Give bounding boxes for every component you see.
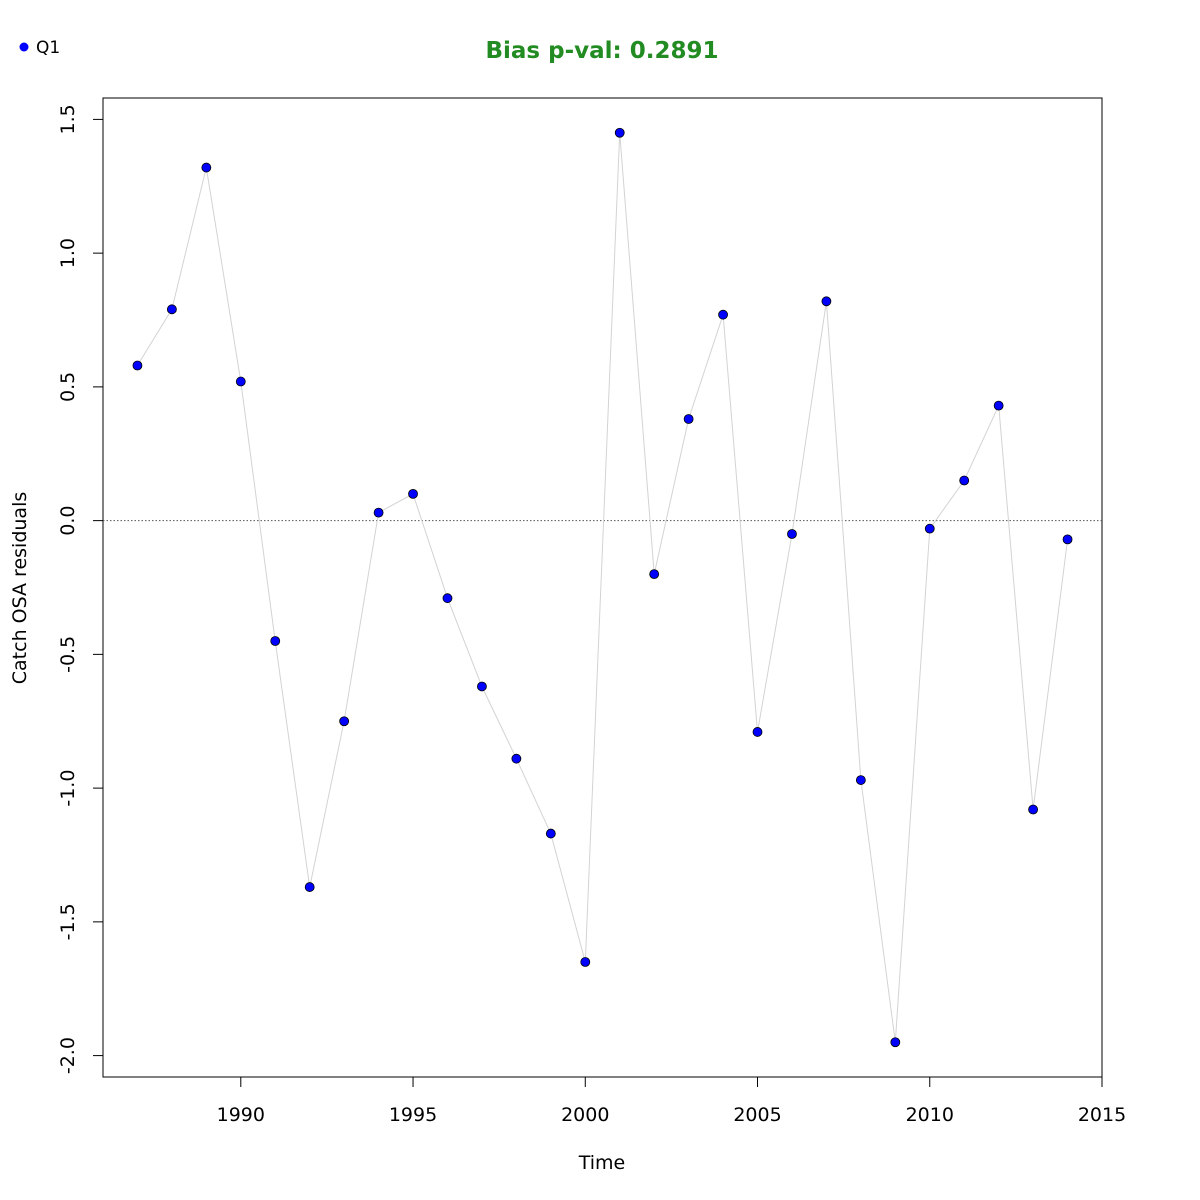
data-point bbox=[890, 1037, 901, 1048]
data-point bbox=[649, 569, 660, 580]
data-point bbox=[1028, 804, 1039, 815]
x-tick-label: 2010 bbox=[906, 1104, 954, 1126]
y-tick-label: -2.0 bbox=[57, 1037, 79, 1074]
y-tick-label: 1.0 bbox=[57, 238, 79, 268]
data-point bbox=[924, 523, 935, 534]
data-point bbox=[339, 716, 350, 727]
x-tick-label: 1995 bbox=[389, 1104, 437, 1126]
data-point bbox=[201, 162, 212, 173]
data-point bbox=[993, 400, 1004, 411]
data-point bbox=[1062, 534, 1073, 545]
data-point bbox=[718, 309, 728, 320]
x-axis: 1990 1995 2000 2005 2010 2015 bbox=[217, 1076, 1126, 1126]
y-tick-label: 1.5 bbox=[57, 104, 79, 134]
data-point bbox=[304, 882, 315, 892]
data-point bbox=[270, 636, 281, 646]
data-point bbox=[511, 753, 522, 764]
data-point bbox=[855, 775, 866, 785]
x-axis-label: Time bbox=[578, 1152, 626, 1174]
data-point bbox=[408, 488, 418, 499]
series-line-q1 bbox=[136, 132, 1069, 1043]
data-point bbox=[787, 529, 797, 539]
y-axis: -2.0 -1.5 -1.0 -0.5 0.0 0.5 1.0 1.5 bbox=[57, 104, 104, 1074]
chart-title: Bias p-val: 0.2891 bbox=[486, 38, 719, 64]
data-point bbox=[132, 360, 143, 371]
y-tick-label: 0.0 bbox=[57, 506, 79, 536]
legend-label-q1: Q1 bbox=[36, 38, 60, 58]
x-tick-label: 2015 bbox=[1078, 1104, 1126, 1126]
data-point bbox=[580, 957, 591, 967]
x-tick-label: 2000 bbox=[561, 1104, 609, 1126]
y-axis-label: Catch OSA residuals bbox=[9, 492, 31, 684]
y-tick-label: -0.5 bbox=[57, 636, 79, 673]
data-point bbox=[373, 507, 384, 518]
data-point bbox=[821, 296, 832, 307]
data-point bbox=[545, 828, 556, 839]
data-point bbox=[477, 681, 487, 692]
plot-area-frame bbox=[102, 97, 1103, 1078]
data-point bbox=[614, 127, 625, 138]
data-point bbox=[683, 414, 694, 424]
data-point bbox=[752, 727, 763, 737]
data-point bbox=[442, 593, 453, 604]
series-points bbox=[132, 127, 1073, 1048]
y-tick-label: -1.0 bbox=[57, 770, 79, 807]
data-point bbox=[235, 376, 246, 387]
x-tick-label: 1990 bbox=[217, 1104, 265, 1126]
y-tick-label: 0.5 bbox=[57, 372, 79, 402]
data-point bbox=[166, 304, 177, 315]
legend: Q1 bbox=[19, 38, 60, 58]
data-point bbox=[959, 475, 970, 486]
x-tick-label: 2005 bbox=[733, 1104, 781, 1126]
series-connecting-lines bbox=[136, 132, 1069, 1043]
legend-marker-q1 bbox=[19, 42, 29, 52]
y-tick-label: -1.5 bbox=[57, 903, 79, 940]
